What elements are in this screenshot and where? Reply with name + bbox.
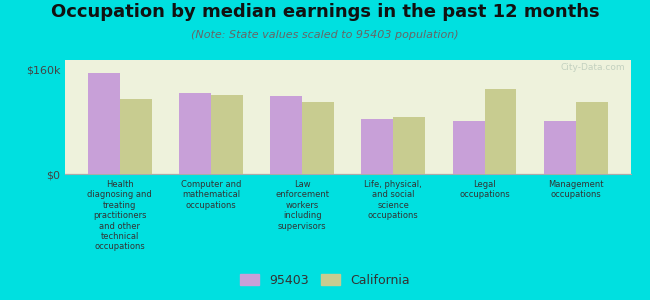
Bar: [88, 73, 120, 174]
Text: Computer and
mathematical
occupations: Computer and mathematical occupations: [181, 180, 241, 210]
Bar: [544, 121, 576, 174]
Bar: [576, 102, 608, 174]
Text: Management
occupations: Management occupations: [548, 180, 603, 200]
Bar: [302, 102, 334, 174]
Bar: [270, 96, 302, 174]
Legend: 95403, California: 95403, California: [237, 270, 413, 291]
Bar: [452, 121, 484, 174]
Text: Legal
occupations: Legal occupations: [459, 180, 510, 200]
Bar: [211, 94, 243, 174]
Bar: [361, 118, 393, 174]
Bar: [484, 89, 517, 174]
Bar: [179, 93, 211, 174]
Text: Health
diagnosing and
treating
practitioners
and other
technical
occupations: Health diagnosing and treating practitio…: [87, 180, 152, 251]
Text: Occupation by median earnings in the past 12 months: Occupation by median earnings in the pas…: [51, 3, 599, 21]
Text: City-Data.com: City-Data.com: [560, 63, 625, 72]
Bar: [393, 117, 425, 174]
Text: (Note: State values scaled to 95403 population): (Note: State values scaled to 95403 popu…: [191, 30, 459, 40]
Bar: [120, 99, 151, 174]
Text: Life, physical,
and social
science
occupations: Life, physical, and social science occup…: [365, 180, 422, 220]
Text: Law
enforcement
workers
including
supervisors: Law enforcement workers including superv…: [275, 180, 329, 231]
